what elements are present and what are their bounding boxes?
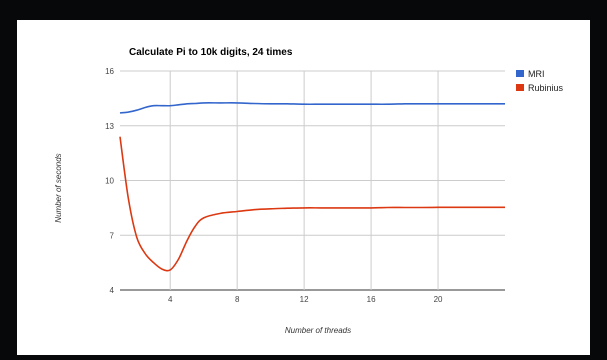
y-tick-label: 13	[105, 122, 114, 131]
x-tick-label: 4	[168, 295, 173, 304]
series-line-rubinius	[119, 136, 505, 272]
x-tick-label: 16	[367, 295, 376, 304]
chart-panel: Calculate Pi to 10k digits, 24 times 4 7 1…	[17, 20, 590, 355]
series-line-mri	[119, 102, 505, 114]
x-axis-label: Number of threads	[285, 326, 351, 335]
y-tick-label: 7	[110, 231, 115, 240]
x-tick-label: 20	[434, 295, 443, 304]
y-tick-label: 16	[105, 67, 114, 76]
y-tick-labels: 4 7 10 13 16	[105, 67, 114, 295]
legend-swatch	[516, 84, 524, 91]
x-tick-label: 12	[300, 295, 309, 304]
line-chart: Calculate Pi to 10k digits, 24 times 4 7 1…	[54, 47, 564, 335]
gridlines	[120, 70, 505, 291]
x-tick-label: 8	[235, 295, 240, 304]
x-tick-labels: 4 8 12 16 20	[168, 295, 443, 304]
y-tick-label: 4	[110, 286, 115, 295]
series-lines	[119, 102, 505, 272]
y-axis-label: Number of seconds	[54, 153, 63, 222]
legend: MRI Rubinius	[516, 69, 564, 93]
legend-label: MRI	[528, 69, 545, 79]
chart-title: Calculate Pi to 10k digits, 24 times	[129, 47, 293, 58]
legend-label: Rubinius	[528, 83, 564, 93]
y-tick-label: 10	[105, 177, 114, 186]
legend-swatch	[516, 70, 524, 77]
